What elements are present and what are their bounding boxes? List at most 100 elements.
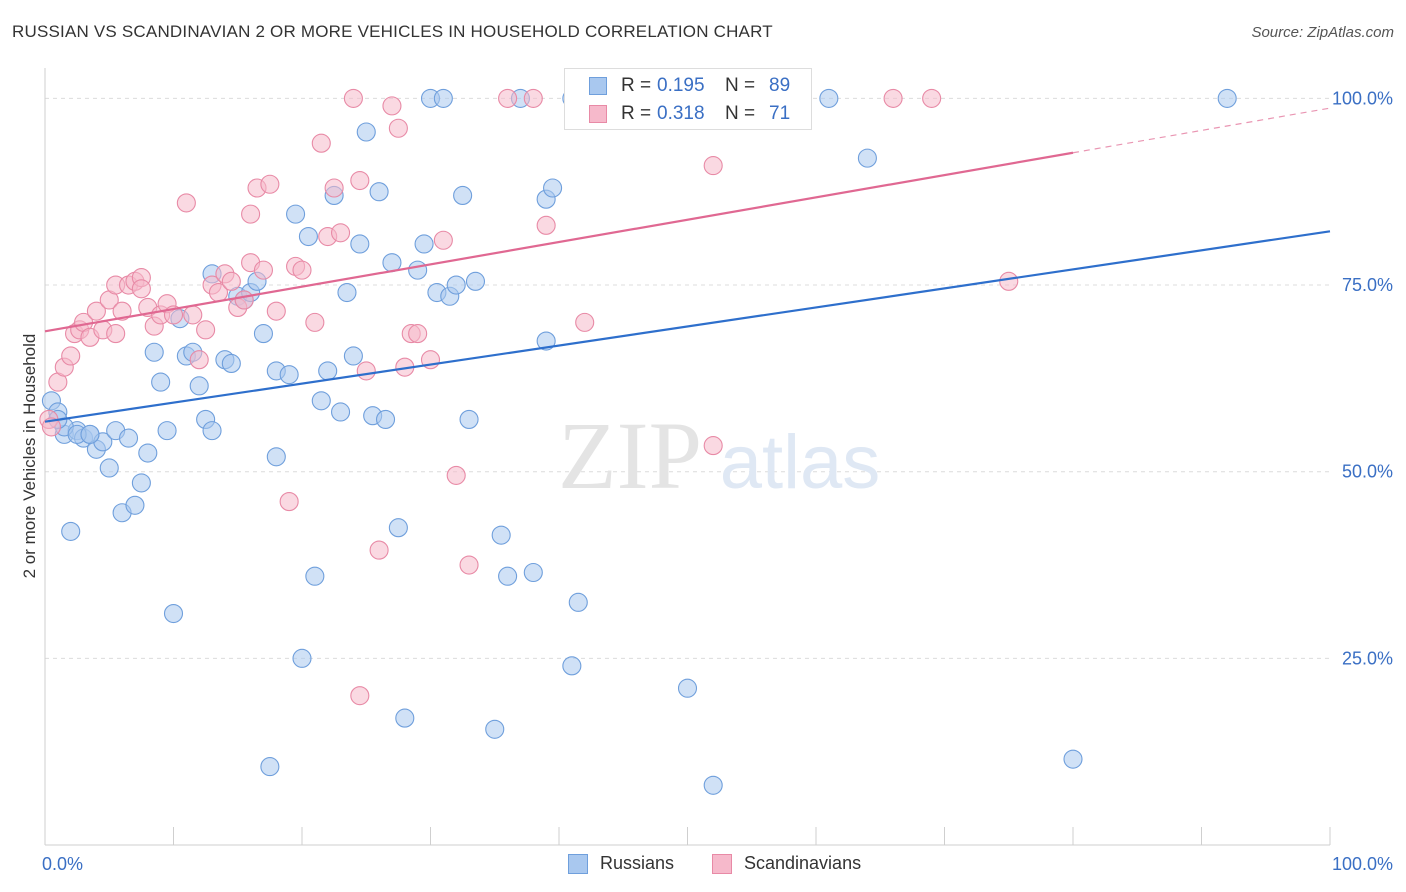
russians-point bbox=[118, 428, 139, 448]
russians-point bbox=[523, 562, 543, 583]
russians-point bbox=[677, 678, 698, 698]
russians-point bbox=[408, 260, 428, 280]
n-value: 89 bbox=[769, 75, 791, 96]
scandinavians-point bbox=[86, 301, 106, 321]
scandinavians-legend-swatch bbox=[712, 854, 732, 874]
r-label: R = bbox=[621, 75, 652, 96]
russians-point bbox=[125, 495, 145, 515]
russians-point bbox=[433, 88, 453, 108]
russians-point bbox=[395, 708, 415, 728]
scandinavians-point bbox=[61, 346, 81, 366]
russians-point bbox=[202, 421, 222, 441]
russians-point bbox=[337, 282, 357, 303]
watermark-zip: ZIP bbox=[558, 402, 702, 509]
y-tick-label: 100.0% bbox=[1332, 88, 1393, 108]
russians-point bbox=[819, 88, 839, 108]
grid-lines bbox=[45, 97, 1330, 659]
russians-point bbox=[330, 402, 351, 422]
scandinavians-points bbox=[39, 88, 1019, 706]
russians-point bbox=[221, 353, 241, 373]
russians-point bbox=[350, 234, 370, 254]
stats-legend: R = 0.195 N = 89 R = 0.318 N = 71 bbox=[564, 68, 812, 130]
n-label: N = bbox=[725, 75, 756, 96]
russians-point bbox=[498, 566, 518, 586]
y-tick-label: 50.0% bbox=[1342, 462, 1393, 482]
scandinavians-point bbox=[253, 260, 274, 280]
scandinavians-point bbox=[176, 193, 196, 213]
scandinavians-legend-label: Scandinavians bbox=[744, 853, 862, 873]
chart-title: RUSSIAN VS SCANDINAVIAN 2 OR MORE VEHICL… bbox=[12, 22, 773, 41]
scandinavians-point bbox=[350, 686, 370, 706]
scandinavians-point bbox=[183, 305, 203, 325]
russians-point bbox=[260, 757, 280, 777]
russians-legend-swatch bbox=[568, 854, 588, 874]
scandinavians-swatch bbox=[589, 105, 607, 123]
scandinavians-point bbox=[356, 361, 376, 381]
russians-point bbox=[543, 178, 563, 198]
russians-point bbox=[286, 204, 306, 224]
scandinavians-point bbox=[922, 88, 942, 108]
scandinavians-point bbox=[266, 301, 286, 321]
scandinavians-trend-line-dashed bbox=[1072, 107, 1331, 154]
scandinavians-point bbox=[575, 312, 595, 332]
russians-point bbox=[562, 656, 582, 676]
russians-point bbox=[80, 424, 100, 444]
russians-point bbox=[305, 566, 325, 586]
russians-point bbox=[388, 518, 408, 538]
scandinavians-point bbox=[324, 178, 344, 198]
russians-point bbox=[131, 473, 151, 493]
scandinavians-point bbox=[523, 88, 543, 108]
russians-point bbox=[1063, 749, 1083, 769]
russians-point bbox=[414, 234, 434, 254]
x-tick-label: 0.0% bbox=[42, 854, 83, 874]
russians-point bbox=[536, 331, 556, 351]
russians-point bbox=[157, 421, 177, 441]
legend-row-scandinavians: R = 0.318 N = 71 bbox=[565, 99, 811, 129]
scandinavians-point bbox=[279, 492, 299, 512]
russians-point bbox=[491, 525, 511, 545]
n-value: 71 bbox=[769, 103, 791, 124]
scandinavians-point bbox=[311, 133, 331, 153]
scandinavians-point bbox=[408, 324, 428, 344]
watermark: ZIP atlas bbox=[558, 402, 880, 509]
russians-point bbox=[138, 443, 158, 463]
russians-point bbox=[318, 361, 338, 381]
r-value: 0.195 bbox=[657, 75, 705, 96]
russians-point bbox=[369, 182, 389, 202]
russians-point bbox=[253, 324, 274, 344]
russians-point bbox=[446, 275, 466, 295]
scandinavians-point bbox=[196, 320, 216, 340]
scandinavians-point bbox=[388, 118, 408, 138]
r-value: 0.318 bbox=[657, 103, 705, 124]
scandinavians-point bbox=[112, 301, 132, 321]
scandinavians-point bbox=[343, 88, 363, 108]
scandinavians-point bbox=[703, 436, 723, 456]
x-tick-label: 100.0% bbox=[1332, 854, 1393, 874]
scandinavians-point bbox=[999, 271, 1019, 291]
scandinavians-point bbox=[446, 465, 466, 485]
axes bbox=[44, 68, 1331, 846]
russians-legend-label: Russians bbox=[600, 853, 675, 873]
russians-point bbox=[151, 372, 171, 392]
series-legend: Russians Scandinavians bbox=[0, 852, 1406, 876]
scandinavians-point bbox=[369, 540, 389, 560]
russians-swatch bbox=[589, 77, 607, 95]
russians-point bbox=[99, 458, 119, 478]
russians-point bbox=[568, 592, 588, 612]
russians-point bbox=[189, 376, 209, 396]
watermark-atlas: atlas bbox=[720, 420, 881, 505]
y-tick-label: 75.0% bbox=[1342, 275, 1393, 295]
trend-lines bbox=[44, 107, 1331, 423]
y-tick-label: 25.0% bbox=[1342, 648, 1393, 668]
russians-point bbox=[279, 365, 299, 385]
russians-point bbox=[356, 122, 376, 142]
scandinavians-point bbox=[536, 215, 556, 235]
tick-labels: 25.0% 50.0% 75.0% 100.0% 0.0% 100.0% bbox=[42, 88, 1393, 874]
russians-point bbox=[144, 342, 164, 362]
russians-point bbox=[311, 391, 331, 411]
scandinavians-point bbox=[305, 312, 325, 332]
russians-point bbox=[343, 346, 363, 366]
russians-point bbox=[453, 185, 473, 206]
n-label: N = bbox=[725, 103, 756, 124]
scandinavians-point bbox=[350, 170, 370, 191]
